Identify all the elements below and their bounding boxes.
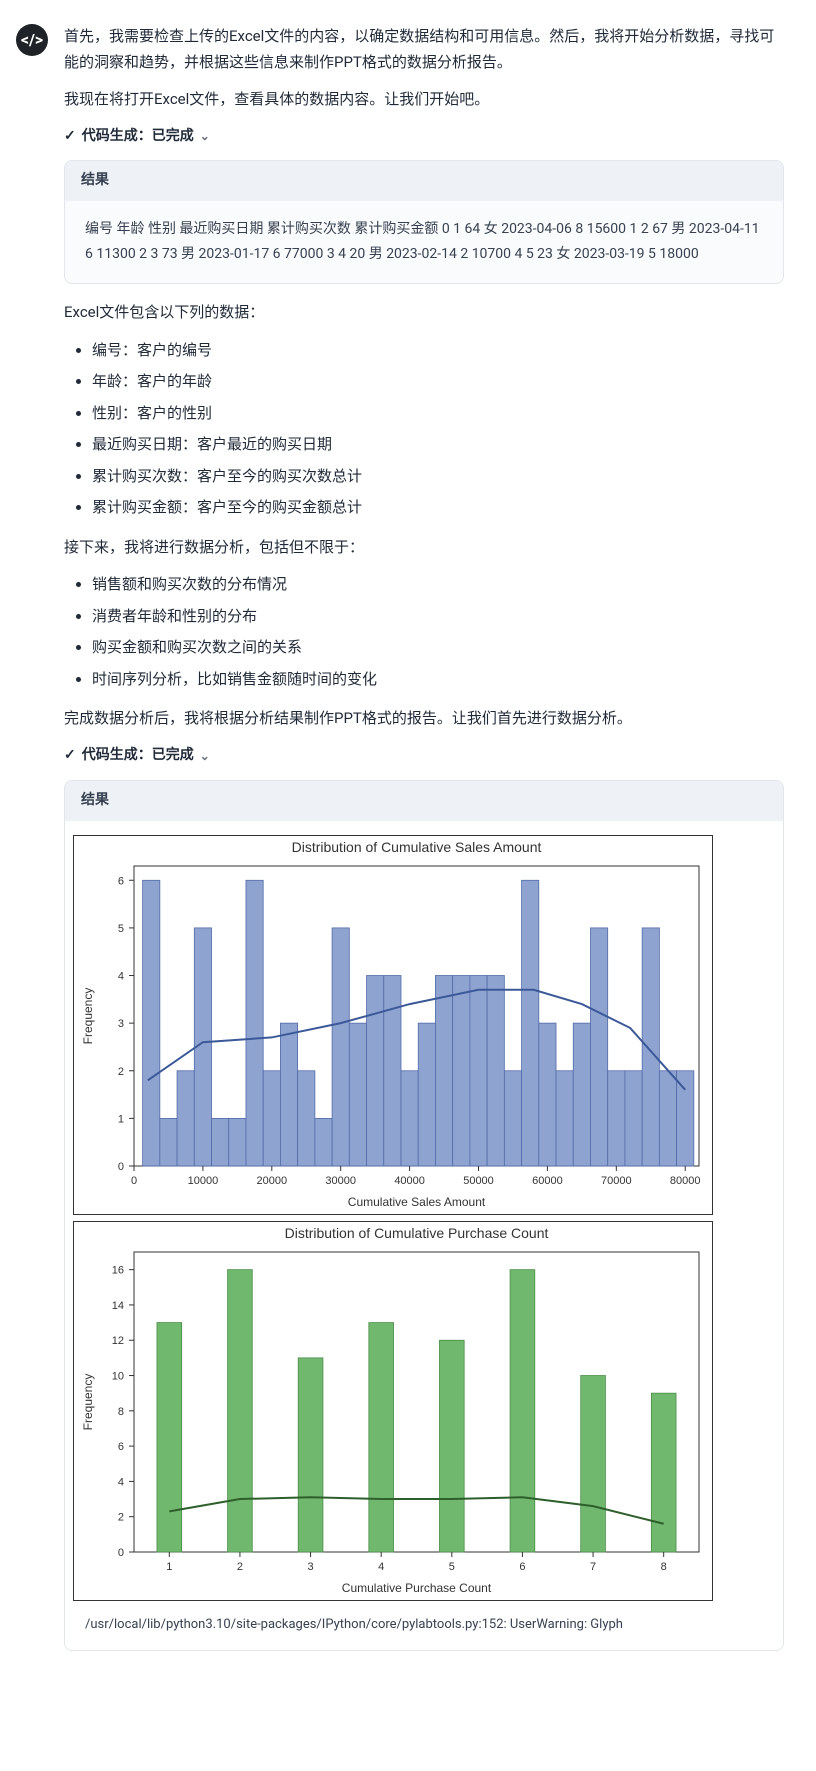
svg-text:60000: 60000 — [532, 1175, 563, 1187]
columns-list: 编号：客户的编号年龄：客户的年龄性别：客户的性别最近购买日期：客户最近的购买日期… — [64, 338, 784, 521]
check-icon: ✓ — [64, 744, 76, 768]
list-item: 编号：客户的编号 — [92, 338, 784, 364]
svg-text:10000: 10000 — [188, 1175, 219, 1187]
svg-text:Cumulative Sales Amount: Cumulative Sales Amount — [348, 1195, 486, 1209]
svg-text:0: 0 — [131, 1175, 137, 1187]
warning-text: /usr/local/lib/python3.10/site-packages/… — [73, 1607, 775, 1642]
result-block-charts: 结果 0 10000 20000 30000 40000 50000 60000 70000 8… — [64, 780, 784, 1651]
svg-text:5: 5 — [449, 1561, 455, 1573]
svg-text:10: 10 — [112, 1370, 124, 1382]
svg-text:4: 4 — [378, 1561, 384, 1573]
svg-text:50000: 50000 — [463, 1175, 494, 1187]
result-body: 编号 年龄 性别 最近购买日期 累计购买次数 累计购买金额 0 1 64 女 2… — [65, 201, 783, 283]
svg-text:2: 2 — [118, 1065, 124, 1077]
check-icon: ✓ — [64, 125, 76, 149]
paragraph: 完成数据分析后，我将根据分析结果制作PPT格式的报告。让我们首先进行数据分析。 — [64, 706, 784, 732]
svg-text:6: 6 — [519, 1561, 525, 1573]
list-item: 累计购买金额：客户至今的购买金额总计 — [92, 495, 784, 521]
svg-text:4: 4 — [118, 1476, 124, 1488]
svg-text:2: 2 — [237, 1561, 243, 1573]
svg-text:4: 4 — [118, 970, 124, 982]
code-icon: </> — [21, 26, 43, 53]
sales-distribution-chart: 0 10000 20000 30000 40000 50000 60000 70000 8000… — [73, 835, 713, 1215]
svg-text:70000: 70000 — [601, 1175, 632, 1187]
svg-text:7: 7 — [590, 1561, 596, 1573]
svg-text:16: 16 — [112, 1264, 124, 1276]
code-status-label: 代码生成：已完成 — [82, 125, 194, 149]
svg-text:5: 5 — [118, 922, 124, 934]
assistant-avatar: </> — [16, 24, 48, 56]
svg-text:8: 8 — [661, 1561, 667, 1573]
result-header: 结果 — [65, 781, 783, 821]
code-status-row[interactable]: ✓ 代码生成：已完成 ⌄ — [64, 744, 784, 768]
result-block: 结果 编号 年龄 性别 最近购买日期 累计购买次数 累计购买金额 0 1 64 … — [64, 160, 784, 284]
svg-text:2: 2 — [118, 1511, 124, 1523]
svg-text:6: 6 — [118, 875, 124, 887]
svg-text:0: 0 — [118, 1547, 124, 1559]
svg-text:Distribution of Cumulative Pur: Distribution of Cumulative Purchase Coun… — [285, 1225, 549, 1241]
list-item: 消费者年龄和性别的分布 — [92, 604, 784, 630]
svg-text:30000: 30000 — [325, 1175, 356, 1187]
list-item: 最近购买日期：客户最近的购买日期 — [92, 432, 784, 458]
paragraph: Excel文件包含以下列的数据： — [64, 300, 784, 326]
paragraph: 接下来，我将进行数据分析，包括但不限于： — [64, 535, 784, 561]
list-item: 年龄：客户的年龄 — [92, 369, 784, 395]
svg-text:12: 12 — [112, 1335, 124, 1347]
svg-text:14: 14 — [112, 1300, 124, 1312]
list-item: 销售额和购买次数的分布情况 — [92, 572, 784, 598]
code-status-row[interactable]: ✓ 代码生成：已完成 ⌄ — [64, 125, 784, 149]
chart-output: 0 10000 20000 30000 40000 50000 60000 70000 8000… — [65, 821, 783, 1650]
svg-text:8: 8 — [118, 1405, 124, 1417]
code-status-label: 代码生成：已完成 — [82, 744, 194, 768]
svg-text:40000: 40000 — [394, 1175, 425, 1187]
svg-text:Frequency: Frequency — [81, 1373, 95, 1430]
svg-text:0: 0 — [118, 1161, 124, 1173]
svg-text:20000: 20000 — [257, 1175, 288, 1187]
svg-text:3: 3 — [308, 1561, 314, 1573]
svg-text:Frequency: Frequency — [81, 987, 95, 1044]
svg-text:3: 3 — [118, 1018, 124, 1030]
chevron-down-icon: ⌄ — [200, 126, 210, 146]
svg-text:1: 1 — [166, 1561, 172, 1573]
paragraph: 首先，我需要检查上传的Excel文件的内容，以确定数据结构和可用信息。然后，我将… — [64, 24, 784, 75]
svg-text:1: 1 — [118, 1113, 124, 1125]
purchase-count-chart: 123456780246810121416Distribution of Cum… — [73, 1221, 713, 1601]
svg-text:80000: 80000 — [670, 1175, 701, 1187]
message-content: 首先，我需要检查上传的Excel文件的内容，以确定数据结构和可用信息。然后，我将… — [64, 24, 784, 1667]
chevron-down-icon: ⌄ — [200, 746, 210, 766]
list-item: 时间序列分析，比如销售金额随时间的变化 — [92, 667, 784, 693]
result-header: 结果 — [65, 161, 783, 201]
paragraph: 我现在将打开Excel文件，查看具体的数据内容。让我们开始吧。 — [64, 87, 784, 113]
analysis-list: 销售额和购买次数的分布情况消费者年龄和性别的分布购买金额和购买次数之间的关系时间… — [64, 572, 784, 692]
svg-text:Cumulative Purchase Count: Cumulative Purchase Count — [342, 1581, 492, 1595]
list-item: 购买金额和购买次数之间的关系 — [92, 635, 784, 661]
list-item: 性别：客户的性别 — [92, 401, 784, 427]
svg-text:Distribution of Cumulative Sal: Distribution of Cumulative Sales Amount — [292, 839, 542, 855]
list-item: 累计购买次数：客户至今的购买次数总计 — [92, 464, 784, 490]
svg-text:6: 6 — [118, 1441, 124, 1453]
